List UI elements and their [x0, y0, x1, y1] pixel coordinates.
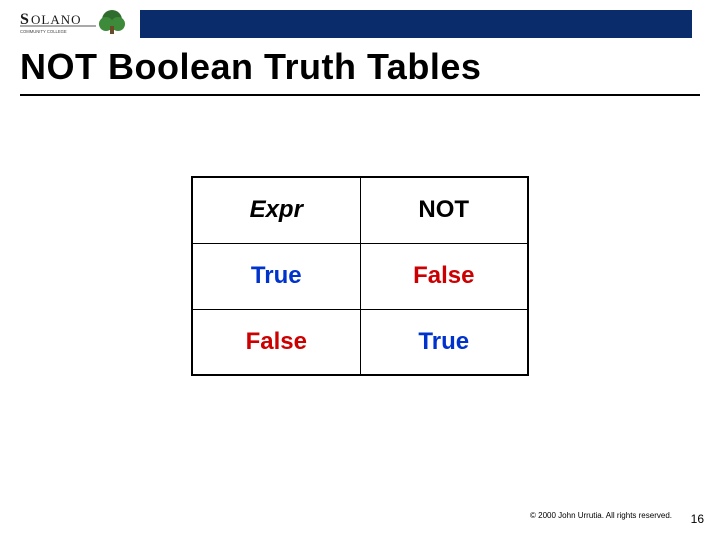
svg-text:OLANO: OLANO — [31, 12, 82, 27]
title-underline — [20, 94, 700, 96]
table-row: False True — [192, 309, 528, 375]
cell-r1-c0: False — [192, 309, 360, 375]
truth-table-container: Expr NOT True False False True — [0, 176, 720, 376]
col-header-not: NOT — [360, 177, 528, 243]
svg-text:S: S — [20, 11, 30, 28]
slide-title: NOT Boolean Truth Tables — [20, 46, 481, 87]
logo: S OLANO COMMUNITY COLLEGE — [18, 6, 133, 38]
col-header-expr: Expr — [192, 177, 360, 243]
svg-text:COMMUNITY COLLEGE: COMMUNITY COLLEGE — [20, 29, 67, 34]
table-header-row: Expr NOT — [192, 177, 528, 243]
cell-r0-c1: False — [360, 243, 528, 309]
cell-r0-c0: True — [192, 243, 360, 309]
truth-table: Expr NOT True False False True — [191, 176, 529, 376]
cell-r1-c1: True — [360, 309, 528, 375]
header-blue-band — [140, 10, 692, 38]
solano-logo-icon: S OLANO COMMUNITY COLLEGE — [18, 6, 133, 38]
copyright-text: © 2000 John Urrutia. All rights reserved… — [530, 511, 672, 520]
header-band: S OLANO COMMUNITY COLLEGE — [0, 0, 720, 44]
page-number: 16 — [691, 512, 704, 526]
table-row: True False — [192, 243, 528, 309]
slide-title-row: NOT Boolean Truth Tables — [0, 44, 720, 92]
